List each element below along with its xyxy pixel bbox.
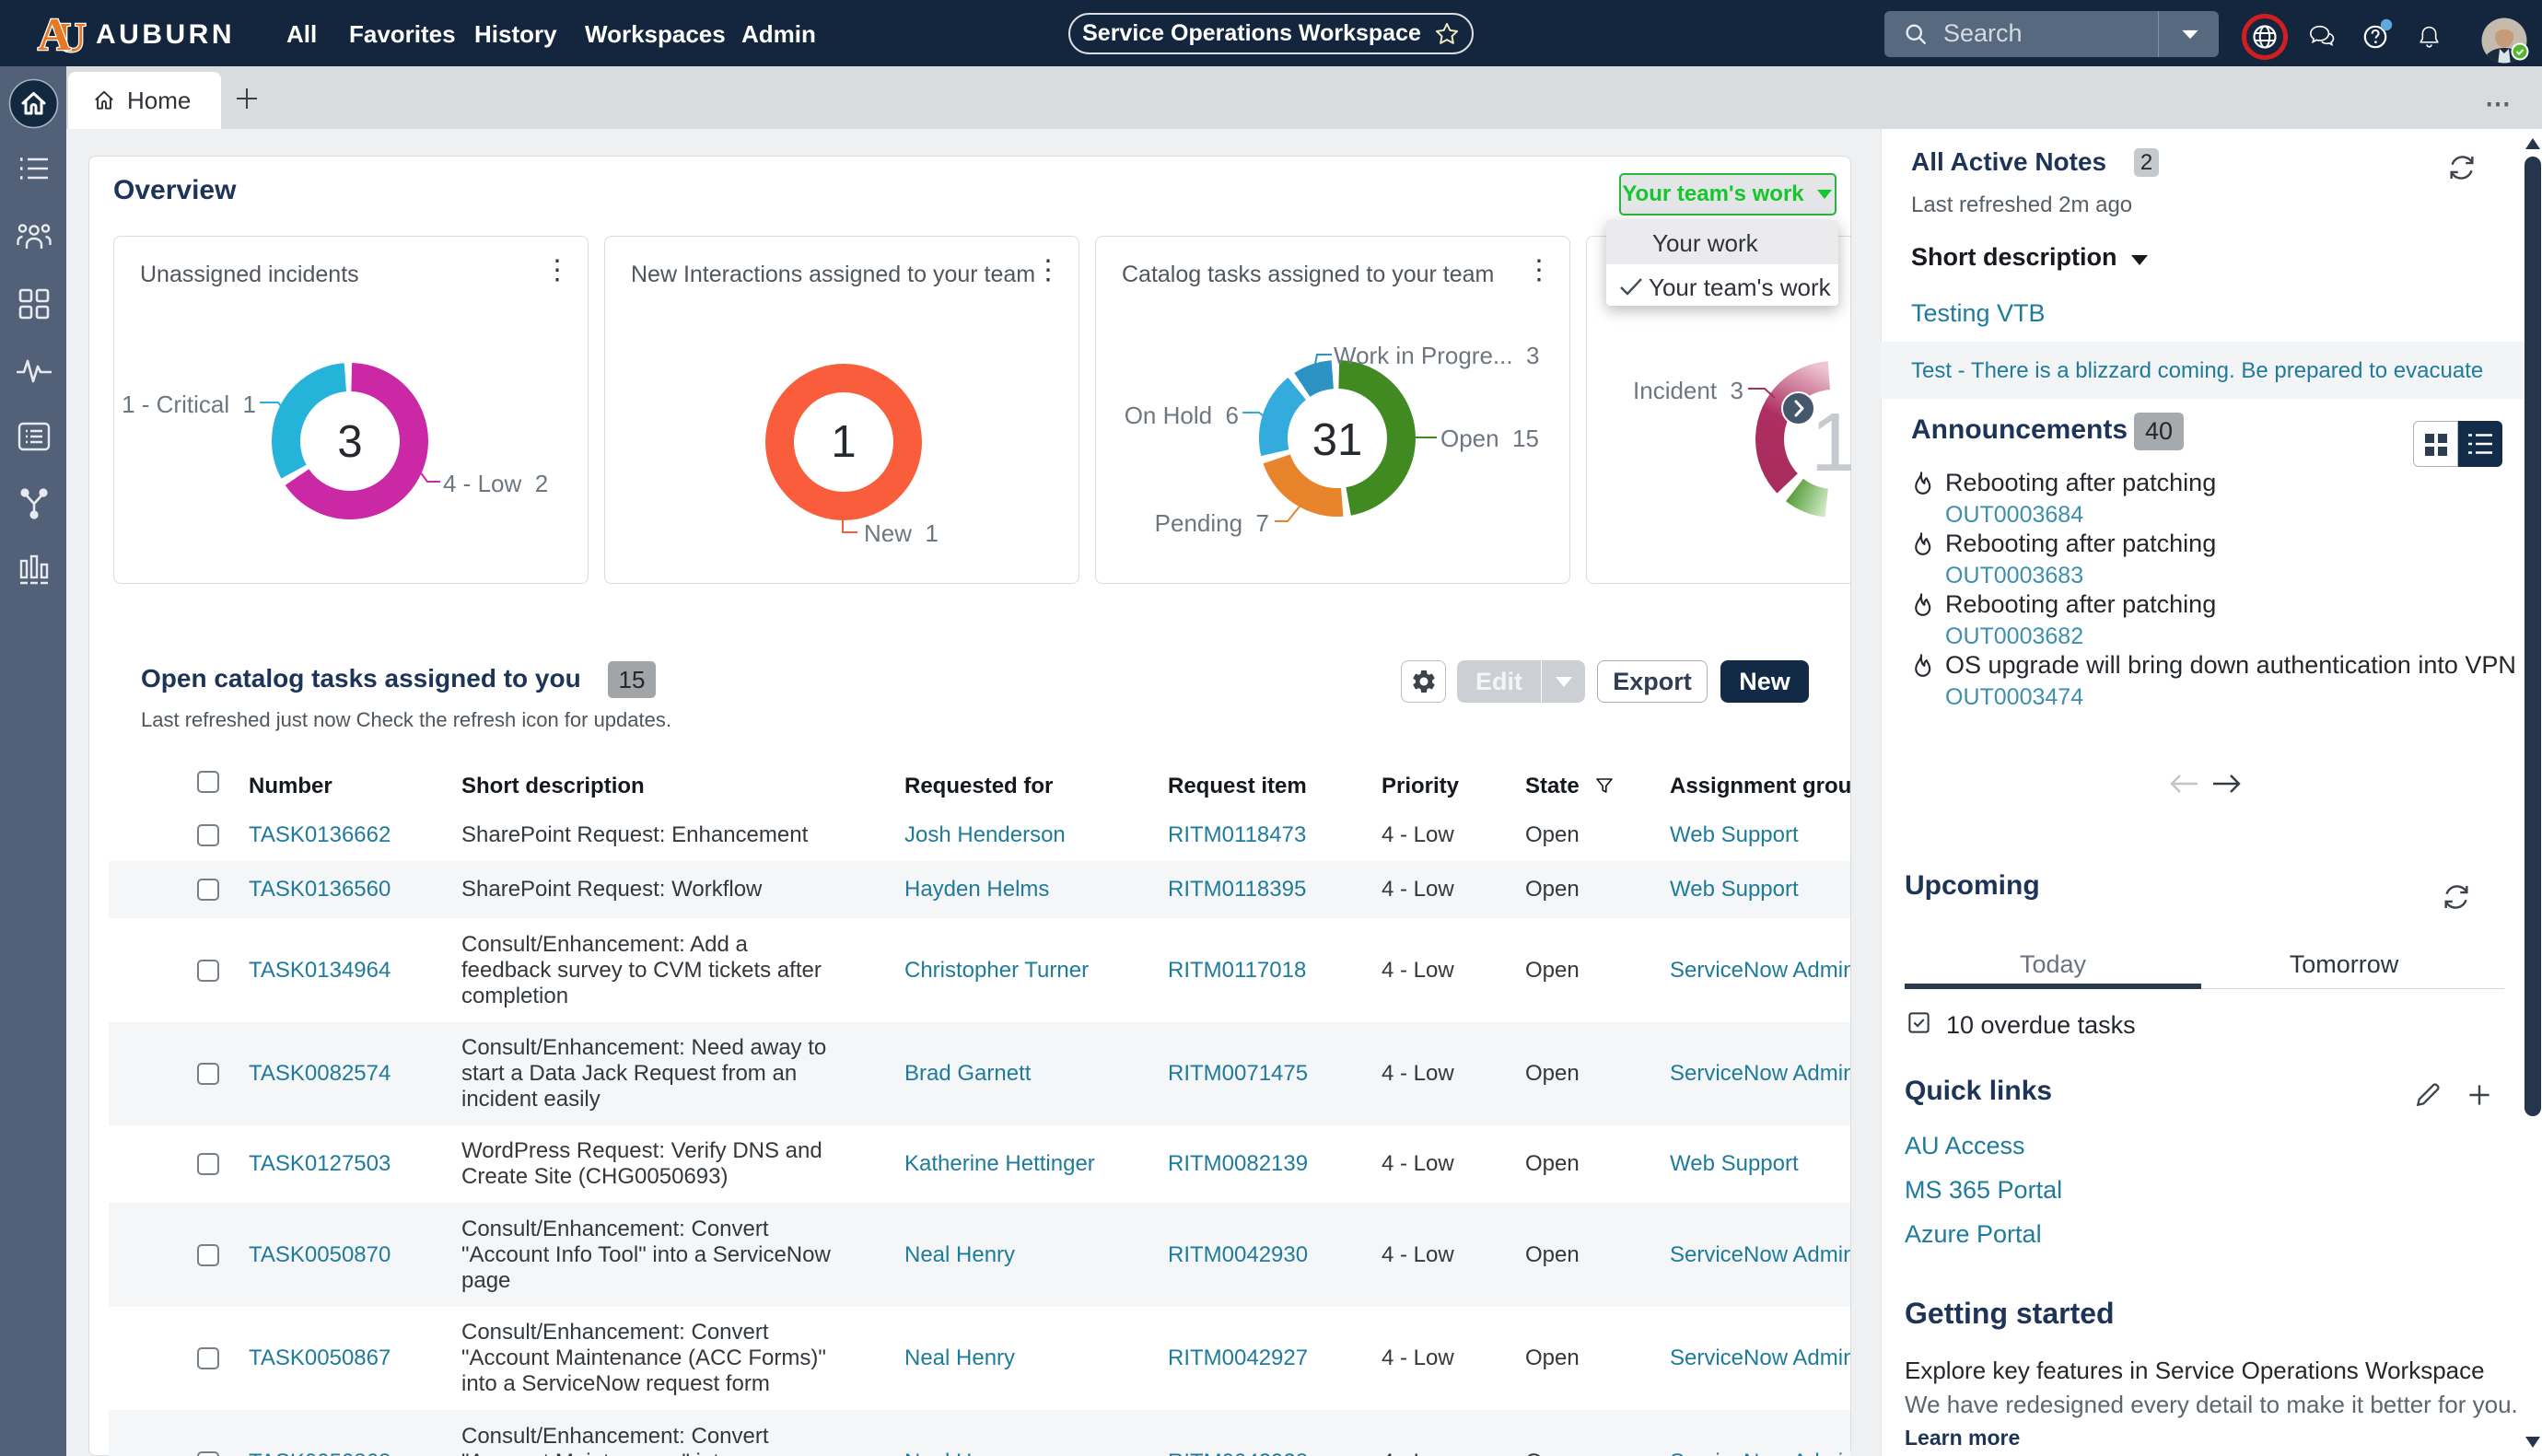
svg-text:U: U: [55, 14, 86, 55]
svg-text:A: A: [38, 11, 71, 55]
